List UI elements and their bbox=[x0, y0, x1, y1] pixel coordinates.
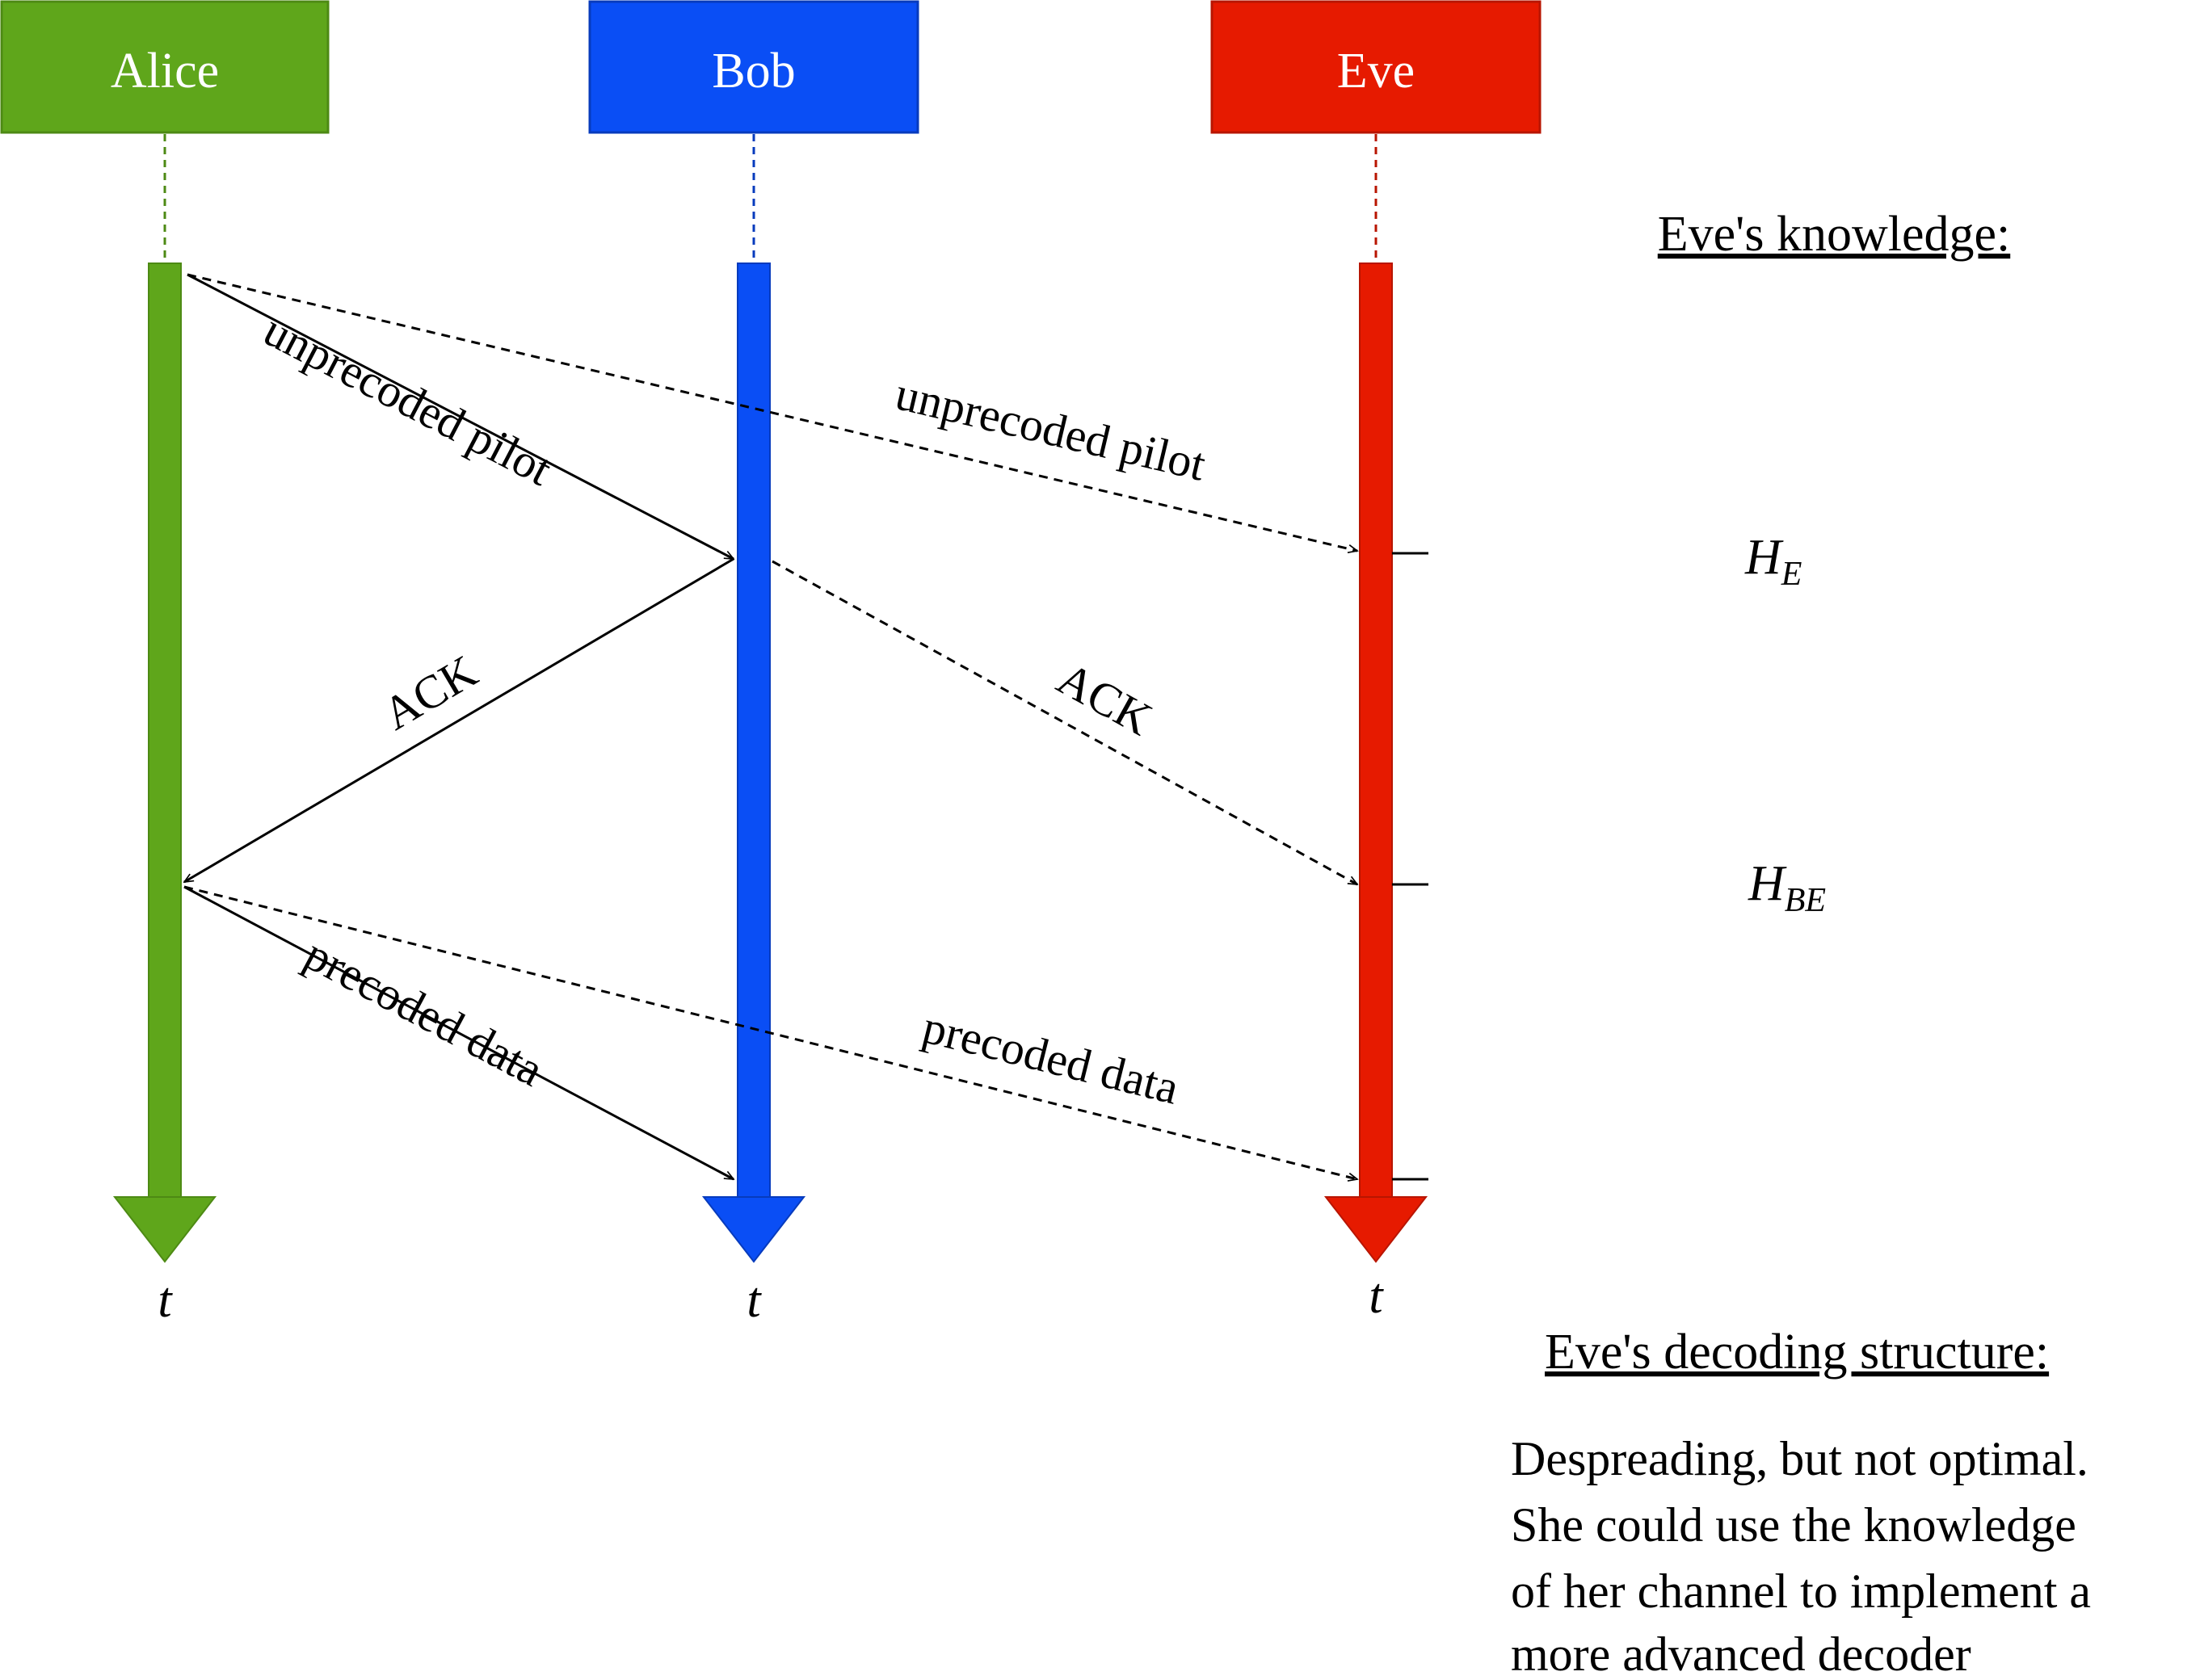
ack-to-alice-arrow bbox=[184, 557, 734, 884]
eve-lifeline-bar bbox=[1359, 262, 1393, 1199]
actor-eve: Eve bbox=[1210, 0, 1542, 134]
pilot-to-eve-label: unprecoded pilot bbox=[891, 367, 1211, 490]
bob-lifeline bbox=[701, 262, 806, 1263]
pilot-to-bob-arrow bbox=[187, 273, 734, 561]
knowledge-heading: Eve's knowledge: bbox=[1658, 207, 2010, 262]
alice-lifeline bbox=[112, 262, 217, 1263]
actor-bob: Bob bbox=[588, 0, 919, 134]
eve-time-label: t bbox=[1369, 1269, 1384, 1324]
he-symbol: H bbox=[1744, 530, 1784, 585]
eve-time-arrowhead bbox=[1323, 1196, 1428, 1263]
knowledge-item-he: HE bbox=[1744, 530, 1802, 593]
alice-time-arrowhead bbox=[112, 1196, 217, 1263]
alice-box bbox=[0, 0, 330, 134]
hbe-symbol: H bbox=[1748, 856, 1787, 911]
alice-lifeline-bar bbox=[148, 262, 182, 1199]
bob-label: Bob bbox=[712, 44, 795, 99]
data-to-bob-label: precoded data bbox=[297, 927, 552, 1096]
data-to-eve-arrow bbox=[183, 885, 1357, 1179]
hbe-subscript: BE bbox=[1785, 882, 1826, 919]
knowledge-item-hbe: HBE bbox=[1748, 856, 1826, 919]
data-to-eve-label: precoded data bbox=[918, 1000, 1184, 1114]
decoding-heading: Eve's decoding structure: bbox=[1545, 1325, 2049, 1380]
pilot-to-bob-label: unprecoded pilot bbox=[255, 304, 560, 496]
decoding-line-3: of her channel to implement a bbox=[1511, 1564, 2091, 1618]
decoding-line-4: more advanced decoder bbox=[1511, 1628, 1971, 1680]
he-subscript: E bbox=[1781, 556, 1802, 593]
eve-label: Eve bbox=[1337, 44, 1415, 99]
decoding-line-1: Despreading, but not optimal. bbox=[1511, 1432, 2088, 1485]
eve-decoding-panel: Eve's decoding structure: Despreading, b… bbox=[1511, 1325, 2091, 1680]
ack-to-eve-label: ACK bbox=[1049, 652, 1161, 746]
bob-time-label: t bbox=[747, 1273, 762, 1328]
bob-lifeline-bar bbox=[737, 262, 771, 1199]
bob-box bbox=[588, 0, 919, 134]
pilot-to-eve-arrow bbox=[187, 273, 1357, 551]
alice-label: Alice bbox=[111, 44, 219, 99]
decoding-line-2: She could use the knowledge bbox=[1511, 1498, 2076, 1552]
data-to-bob-arrow bbox=[183, 885, 734, 1181]
ack-to-eve-arrow bbox=[772, 560, 1357, 886]
eve-knowledge-panel: Eve's knowledge: HE HBE bbox=[1658, 207, 2010, 919]
ack-to-alice-label: ACK bbox=[374, 645, 486, 740]
eve-box bbox=[1210, 0, 1542, 134]
eve-lifeline bbox=[1323, 262, 1428, 1263]
actor-alice: Alice bbox=[0, 0, 330, 134]
alice-time-label: t bbox=[158, 1273, 173, 1328]
bob-time-arrowhead bbox=[701, 1196, 806, 1263]
